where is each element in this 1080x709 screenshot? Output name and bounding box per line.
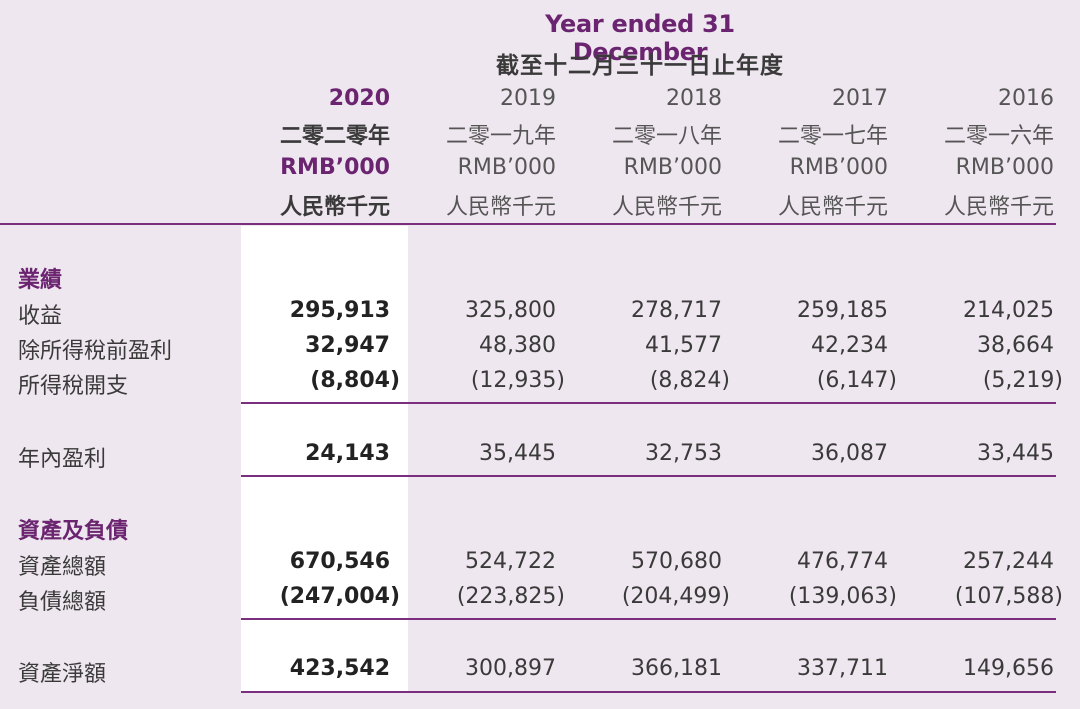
cell-tax-2016: (5,219) xyxy=(982,368,1063,393)
cell-tl-2017: (139,063) xyxy=(788,584,897,609)
cell-na-2018: 366,181 xyxy=(631,656,722,681)
cell-pbt-2016: 38,664 xyxy=(977,333,1054,358)
cell-pbt-2019: 48,380 xyxy=(479,333,556,358)
col-year-2019: 2019 xyxy=(500,86,556,111)
header-divider xyxy=(0,223,1056,225)
cell-tl-2019: (223,825) xyxy=(456,584,565,609)
subtotal-divider-3 xyxy=(241,618,1056,620)
cell-pfy-2017: 36,087 xyxy=(811,441,888,466)
col-unit-zh-2016: 人民幣千元 xyxy=(943,195,1054,220)
subtotal-divider-2 xyxy=(241,475,1056,477)
col-year-zh-2017: 二零一七年 xyxy=(777,124,888,149)
cell-tax-2020: (8,804) xyxy=(310,368,400,393)
cell-ta-2016: 257,244 xyxy=(963,549,1054,574)
cell-revenue-2018: 278,717 xyxy=(631,298,722,323)
cell-ta-2018: 570,680 xyxy=(631,549,722,574)
col-year-zh-2020: 二零二零年 xyxy=(279,124,390,149)
cell-pfy-2016: 33,445 xyxy=(977,441,1054,466)
col-unit-2020: RMB’000 xyxy=(280,155,390,180)
col-year-zh-2018: 二零一八年 xyxy=(611,124,722,149)
cell-tax-2018: (8,824) xyxy=(649,368,730,393)
highlight-column-2020 xyxy=(241,226,408,691)
col-year-2018: 2018 xyxy=(666,86,722,111)
row-label-total-liabilities: 負債總額 xyxy=(18,590,107,615)
cell-tax-2019: (12,935) xyxy=(470,368,565,393)
cell-pbt-2018: 41,577 xyxy=(645,333,722,358)
col-unit-2016: RMB’000 xyxy=(955,155,1054,180)
section-results: 業績 xyxy=(18,268,63,293)
subtotal-divider-1 xyxy=(241,402,1056,404)
cell-tl-2018: (204,499) xyxy=(621,584,730,609)
row-label-net-assets: 資產淨額 xyxy=(18,662,107,687)
cell-pbt-2020: 32,947 xyxy=(305,333,390,358)
table-title-en: Year ended 31 December xyxy=(545,10,735,66)
col-unit-zh-2020: 人民幣千元 xyxy=(279,195,390,220)
cell-ta-2020: 670,546 xyxy=(289,549,390,574)
row-label-total-assets: 資產總額 xyxy=(18,555,107,580)
bottom-divider xyxy=(241,691,1056,693)
cell-pfy-2019: 35,445 xyxy=(479,441,556,466)
cell-ta-2019: 524,722 xyxy=(465,549,556,574)
cell-revenue-2020: 295,913 xyxy=(289,298,390,323)
cell-na-2019: 300,897 xyxy=(465,656,556,681)
col-unit-zh-2019: 人民幣千元 xyxy=(445,195,556,220)
col-year-2020: 2020 xyxy=(328,86,390,111)
col-unit-2019: RMB’000 xyxy=(457,155,556,180)
cell-pfy-2018: 32,753 xyxy=(645,441,722,466)
cell-pbt-2017: 42,234 xyxy=(811,333,888,358)
row-label-profit-for-year: 年內盈利 xyxy=(18,447,107,472)
col-year-2017: 2017 xyxy=(832,86,888,111)
cell-revenue-2019: 325,800 xyxy=(465,298,556,323)
cell-pfy-2020: 24,143 xyxy=(305,441,390,466)
section-assets-liabilities: 資產及負債 xyxy=(18,519,129,544)
cell-tl-2020: (247,004) xyxy=(279,584,400,609)
col-year-zh-2019: 二零一九年 xyxy=(445,124,556,149)
col-unit-zh-2018: 人民幣千元 xyxy=(611,195,722,220)
row-label-profit-before-tax: 除所得稅前盈利 xyxy=(18,339,173,364)
cell-revenue-2016: 214,025 xyxy=(963,298,1054,323)
table-title-zh: 截至十二月三十一日止年度 xyxy=(496,53,784,79)
col-unit-zh-2017: 人民幣千元 xyxy=(777,195,888,220)
cell-tl-2016: (107,588) xyxy=(954,584,1063,609)
cell-na-2017: 337,711 xyxy=(797,656,888,681)
col-unit-2017: RMB’000 xyxy=(789,155,888,180)
cell-na-2020: 423,542 xyxy=(289,656,390,681)
row-label-income-tax: 所得稅開支 xyxy=(18,374,129,399)
cell-revenue-2017: 259,185 xyxy=(797,298,888,323)
col-year-2016: 2016 xyxy=(998,86,1054,111)
row-label-revenue: 收益 xyxy=(18,304,63,329)
col-year-zh-2016: 二零一六年 xyxy=(943,124,1054,149)
col-unit-2018: RMB’000 xyxy=(623,155,722,180)
cell-tax-2017: (6,147) xyxy=(816,368,897,393)
cell-na-2016: 149,656 xyxy=(963,656,1054,681)
cell-ta-2017: 476,774 xyxy=(797,549,888,574)
